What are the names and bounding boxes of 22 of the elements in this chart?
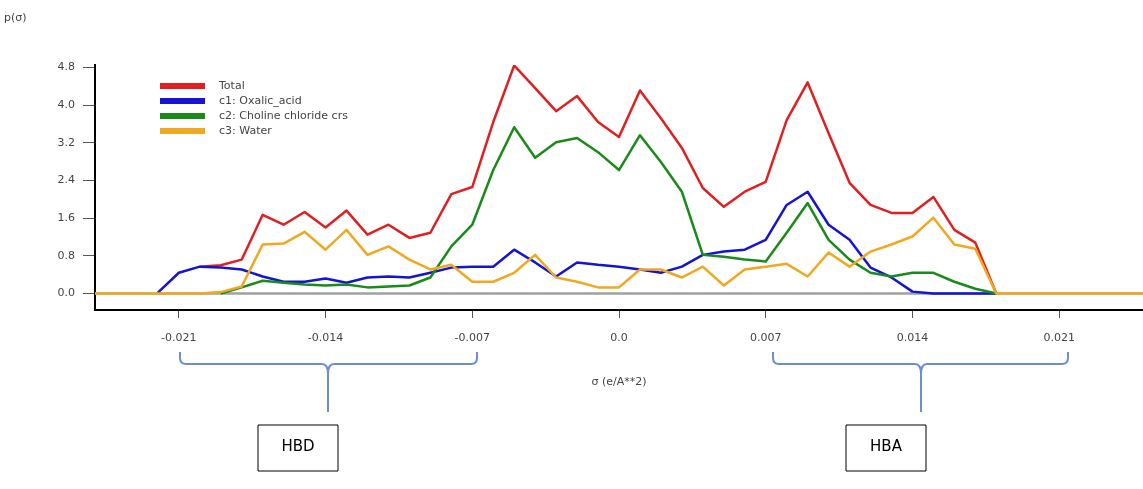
- legend-label: c1: Oxalic_acid: [219, 94, 302, 107]
- x-tick-label: 0.014: [896, 331, 929, 345]
- y-tick-label: 0.8: [57, 248, 75, 262]
- y-tick-label: 4.0: [57, 97, 75, 111]
- legend-label: c3: Water: [219, 124, 272, 137]
- text: HBD: [281, 436, 315, 455]
- legend-label: c2: Choline chloride crs: [219, 109, 348, 122]
- legend-label: Total: [219, 79, 245, 92]
- x-tick-label: 0.021: [1043, 331, 1075, 345]
- text: HBA: [870, 436, 903, 455]
- y-axis-title: p(σ): [4, 10, 27, 24]
- x-tick-label: -0.014: [307, 331, 344, 345]
- y-tick-label: 1.6: [57, 210, 75, 224]
- y-tick-label: 2.4: [57, 173, 75, 187]
- x-tick-label: 0.0: [610, 331, 628, 345]
- y-tick-label: 0.0: [57, 286, 75, 300]
- x-tick-label: -0.007: [454, 331, 491, 345]
- y-tick-label: 4.8: [57, 60, 75, 74]
- x-tick-label: 0.007: [749, 331, 782, 345]
- x-tick-label: -0.021: [161, 331, 197, 345]
- x-axis-title: σ (e/A**2): [591, 374, 647, 388]
- y-tick-label: 3.2: [57, 135, 75, 149]
